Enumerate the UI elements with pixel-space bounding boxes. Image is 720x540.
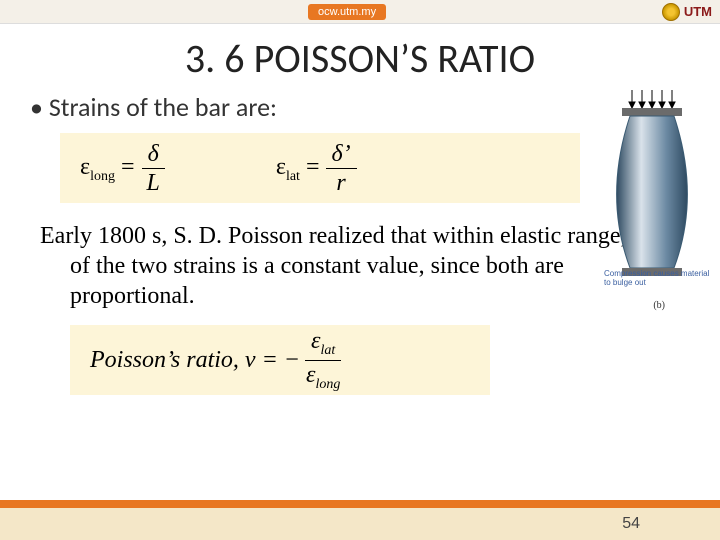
top-plate [622,108,682,116]
illustration-sublabel: (b) [653,300,665,311]
equation-strip-poisson: Poisson’s ratio, ν = − εlat εlong [70,325,490,395]
epsilon-symbol-2: ε [276,154,286,180]
frac-den-2: r [330,169,351,195]
equation-long-strain: εlong = δ L [80,142,166,195]
eq-sign: = [115,154,141,180]
bullet-strains: Strains of the bar are: [30,91,690,123]
page-title: 3. 6 POISSON’S RATIO [0,34,720,83]
frac-num-2: δ’ [326,142,357,169]
top-bar: ocw.utm.my UTM [0,0,720,24]
poisson-label: Poisson’s ratio, ν = − [90,347,300,374]
epsilon-sub-lat: lat [286,168,300,183]
frac-den-3: εlong [300,361,346,392]
frac-num: δ [142,142,165,169]
equation-strip-strains: εlong = δ L εlat = δ’ r [60,133,580,203]
utm-logo: UTM [662,3,712,21]
bulged-cylinder [617,116,688,268]
delta-prime: δ’ [332,141,351,167]
fraction-poisson: εlat εlong [300,329,346,392]
illustration-caption: Compression causes material to bulge out [604,270,714,288]
L: L [147,170,160,196]
equation-lat-strain: εlat = δ’ r [276,142,357,195]
r: r [336,170,345,196]
page-number: 54 [622,515,640,533]
frac-num-3: εlat [305,329,341,361]
delta: δ [148,141,159,167]
eq-sign-2: = [300,154,326,180]
fraction-delta-L: δ L [141,142,166,195]
ocw-badge: ocw.utm.my [308,4,386,20]
sub-long: long [315,376,340,391]
footer: 54 [0,500,720,540]
fraction-deltap-r: δ’ r [326,142,357,195]
sub-lat: lat [320,343,335,358]
frac-den: L [141,169,166,195]
footer-orange-band [0,500,720,508]
utm-seal-icon [662,3,680,21]
epsilon-symbol: ε [80,154,90,180]
load-arrows-icon [629,90,675,108]
epsilon-sub-long: long [90,168,115,183]
footer-tan-band: 54 [0,508,720,540]
utm-text: UTM [684,4,712,19]
